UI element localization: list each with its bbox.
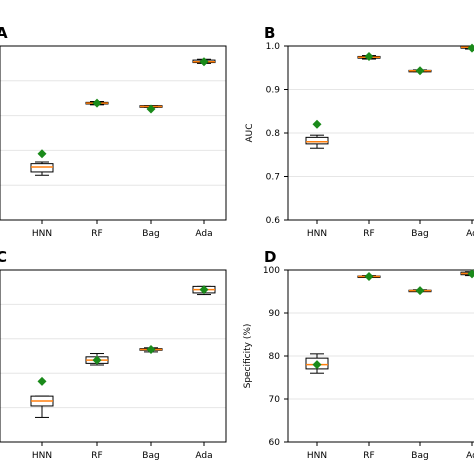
mean-marker bbox=[146, 344, 156, 354]
axes-frame bbox=[287, 269, 474, 443]
y-tick-label: 70 bbox=[269, 395, 281, 405]
box-hnn bbox=[305, 119, 329, 149]
axes-frame bbox=[287, 45, 474, 221]
mean-marker bbox=[199, 285, 209, 295]
box-ad bbox=[460, 43, 474, 53]
box-rf bbox=[357, 51, 381, 61]
x-tick-label: RF bbox=[363, 229, 374, 239]
mean-marker bbox=[467, 269, 474, 279]
x-tick-label: RF bbox=[363, 451, 374, 461]
x-tick-label: Bag bbox=[411, 451, 428, 461]
mean-marker bbox=[364, 51, 374, 61]
mean-marker bbox=[146, 104, 156, 114]
x-tick-label: HNN bbox=[32, 451, 52, 461]
y-tick-label: 0.9 bbox=[266, 86, 281, 96]
y-tick-label: 0.6 bbox=[266, 216, 281, 226]
y-tick-label: 90 bbox=[269, 309, 281, 319]
x-tick-label: RF bbox=[91, 451, 102, 461]
box-ad bbox=[460, 269, 474, 279]
mean-marker bbox=[467, 43, 474, 53]
y-tick-label: 0.7 bbox=[266, 173, 280, 183]
mean-marker bbox=[312, 360, 322, 370]
box-rf bbox=[85, 98, 109, 108]
x-tick-label: Ada bbox=[195, 451, 212, 461]
mean-marker bbox=[37, 376, 47, 386]
x-tick-label: RF bbox=[91, 229, 102, 239]
box-body bbox=[30, 163, 54, 173]
box-hnn bbox=[30, 149, 54, 176]
box-ada bbox=[192, 285, 216, 296]
mean-marker bbox=[92, 98, 102, 108]
y-axis-label: Specificity (%) bbox=[243, 324, 253, 389]
box-rf bbox=[357, 271, 381, 281]
panel-letter: A bbox=[0, 24, 8, 42]
box-bag bbox=[408, 66, 432, 76]
mean-marker bbox=[92, 355, 102, 365]
box-bag bbox=[139, 104, 163, 114]
x-tick-label: HNN bbox=[307, 229, 327, 239]
x-tick-label: Ad bbox=[466, 451, 474, 461]
y-tick-label: 1.0 bbox=[266, 42, 281, 52]
box-ada bbox=[192, 57, 216, 67]
box-hnn bbox=[305, 353, 329, 374]
x-tick-label: Bag bbox=[142, 229, 159, 239]
mean-marker bbox=[415, 66, 425, 76]
x-tick-label: Ad bbox=[466, 229, 474, 239]
box-body bbox=[305, 136, 329, 145]
panel-C: C HNN RF Bag Ada bbox=[0, 248, 227, 461]
x-tick-label: Bag bbox=[142, 451, 159, 461]
y-tick-label: 0.8 bbox=[266, 129, 281, 139]
panel-letter: B bbox=[264, 24, 275, 42]
mean-marker bbox=[364, 271, 374, 281]
mean-marker bbox=[312, 119, 322, 129]
y-axis-label: AUC bbox=[245, 123, 255, 142]
box-hnn bbox=[30, 376, 54, 418]
mean-marker bbox=[199, 57, 209, 67]
y-tick-label: 80 bbox=[269, 352, 281, 362]
mean-marker bbox=[415, 286, 425, 296]
panel-letter: C bbox=[0, 248, 7, 266]
x-tick-label: Bag bbox=[411, 229, 428, 239]
mean-marker bbox=[37, 149, 47, 159]
panel-letter: D bbox=[264, 248, 276, 266]
box-rf bbox=[85, 353, 109, 366]
x-tick-label: HNN bbox=[307, 451, 327, 461]
axes-frame bbox=[0, 45, 227, 221]
box-bag bbox=[408, 286, 432, 296]
box-bag bbox=[139, 344, 163, 354]
panel-B: 0.6 0.7 0.8 0.9 1.0B AUC HNN RF Bag Ad bbox=[245, 24, 474, 239]
x-tick-label: Ada bbox=[195, 229, 212, 239]
x-tick-label: HNN bbox=[32, 229, 52, 239]
panel-A: A HNN RF Bag Ada bbox=[0, 24, 227, 239]
y-tick-label: 100 bbox=[263, 266, 280, 276]
axes-frame bbox=[0, 269, 227, 443]
y-tick-label: 60 bbox=[269, 438, 281, 448]
